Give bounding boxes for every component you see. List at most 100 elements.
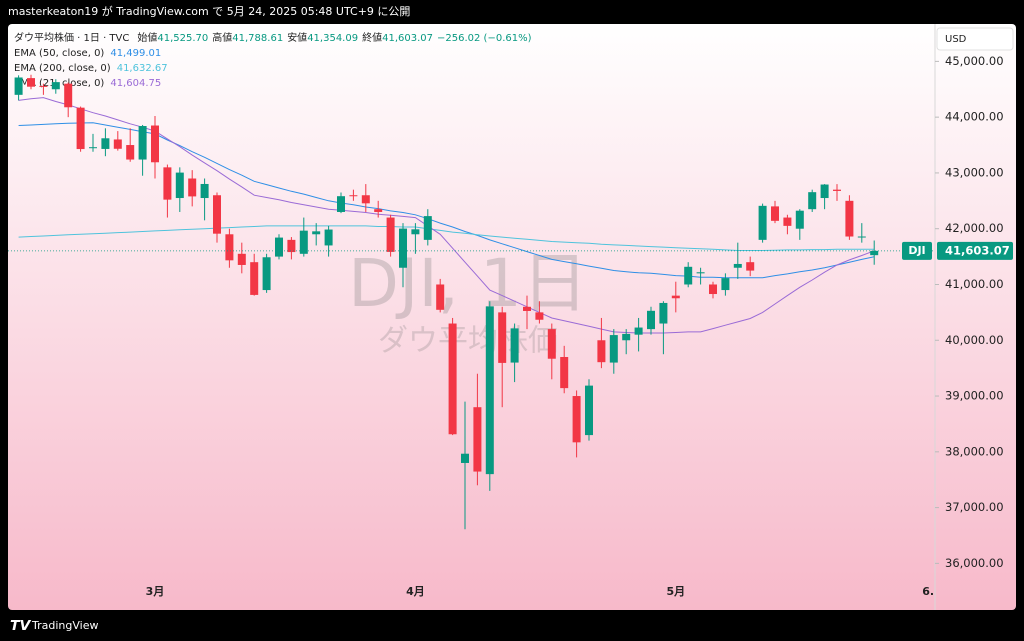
candle-body [287,239,296,253]
candle-body [560,356,569,389]
ema-line [18,97,875,334]
watermark-sub: ダウ平均株価 [378,324,558,359]
candle-body [138,126,147,160]
candle-body [523,306,531,311]
legend-name: EMA (50, close, 0) [14,48,104,59]
candle-body [14,77,23,95]
candle-body [324,229,333,246]
candle-body [535,312,544,320]
candle-body [76,107,85,150]
candle-body [337,196,345,212]
candle-body [634,327,643,335]
candle-body [746,262,755,271]
x-tick-label: 6. [922,585,934,598]
ohlc-label: 終値 [362,31,382,44]
candle-body [399,228,407,268]
y-tick-label: 41,000.00 [945,277,1004,291]
y-tick-label: 38,000.00 [945,444,1004,458]
footer-brand: TradingView [31,619,98,632]
candle-body [572,396,581,443]
candle-body [39,85,48,87]
currency: USD [945,34,967,45]
candle-body [833,189,841,191]
change-label: −256.02 (−0.61%) [437,33,532,44]
chart-area [8,24,1016,610]
y-tick-label: 45,000.00 [945,54,1004,68]
candle-body [275,237,283,257]
candle-body [758,205,767,240]
legend-value: 41,499.01 [110,48,161,59]
y-tick-label: 40,000.00 [945,333,1004,347]
y-tick-label: 37,000.00 [945,500,1004,514]
y-tick-label: 36,000.00 [945,556,1004,570]
candle-body [27,78,35,87]
candle-body [485,306,494,475]
candle-body [684,266,693,285]
candle-body [733,263,742,268]
symbol-label: DJI [908,244,925,257]
candle-body [721,278,730,291]
candle-body [671,295,680,299]
candle-body [411,229,420,235]
y-tick-label: 42,000.00 [945,221,1004,235]
candle-body [386,217,395,252]
currency-box[interactable] [936,27,1014,51]
plot [8,74,935,530]
legend-value: 41,604.75 [110,78,161,89]
ohlc-value: 41,354.09 [307,33,358,44]
candle-body [250,262,259,295]
candle-body [857,236,866,238]
last-price-box [937,241,1013,260]
candle-body [151,125,159,163]
candle-body [213,195,221,234]
candle-body [659,302,668,324]
candle-body [448,323,457,435]
candle-body [200,183,209,199]
candle-body [498,312,507,363]
ohlc-label: 高値 [212,31,232,44]
candle-body [795,210,804,229]
ohlc-value: 41,788.61 [232,33,283,44]
candle-body [771,206,779,221]
candle-body [547,329,556,359]
candle-body [436,284,445,310]
candle-body [783,217,792,226]
last-price-label: 41,603.07 [945,243,1010,257]
candle-body [175,172,184,199]
candle-body [163,167,172,200]
y-tick-label: 39,000.00 [945,389,1004,403]
candle-body [510,328,519,363]
candle-body [808,192,817,210]
legend-name: EMA (200, close, 0) [14,63,111,74]
candle-body [101,138,110,149]
symbol-box [902,241,932,260]
candle-body [585,385,593,436]
candle-body [461,453,469,463]
watermark: DJI, 1日 [348,245,588,322]
candle-body [870,250,879,256]
candle-body [845,200,854,237]
candle-body [51,82,60,90]
candle-body [349,195,358,197]
candle-body [188,178,197,197]
logo-mark: 𝙏𝙑 [10,618,32,634]
x-tick-label: 4月 [406,585,425,598]
candle-body [361,195,370,204]
ohlc-value: 41,525.70 [157,33,208,44]
candle-body [820,184,829,199]
legend-value: 41,632.67 [117,63,168,74]
candle-body [374,209,383,212]
candle-body [126,145,135,160]
x-tick-label: 3月 [146,585,165,598]
ema-line [18,225,875,251]
publish-note: masterkeaton19 が TradingView.com で 5月 24… [8,4,410,18]
ohlc-label: 始値 [137,31,157,44]
candle-body [647,310,655,330]
candle-body [423,216,432,240]
candle-body [225,234,234,261]
x-tick-label: 5月 [666,585,685,598]
candle-body [299,230,308,254]
candle-body [696,272,705,274]
